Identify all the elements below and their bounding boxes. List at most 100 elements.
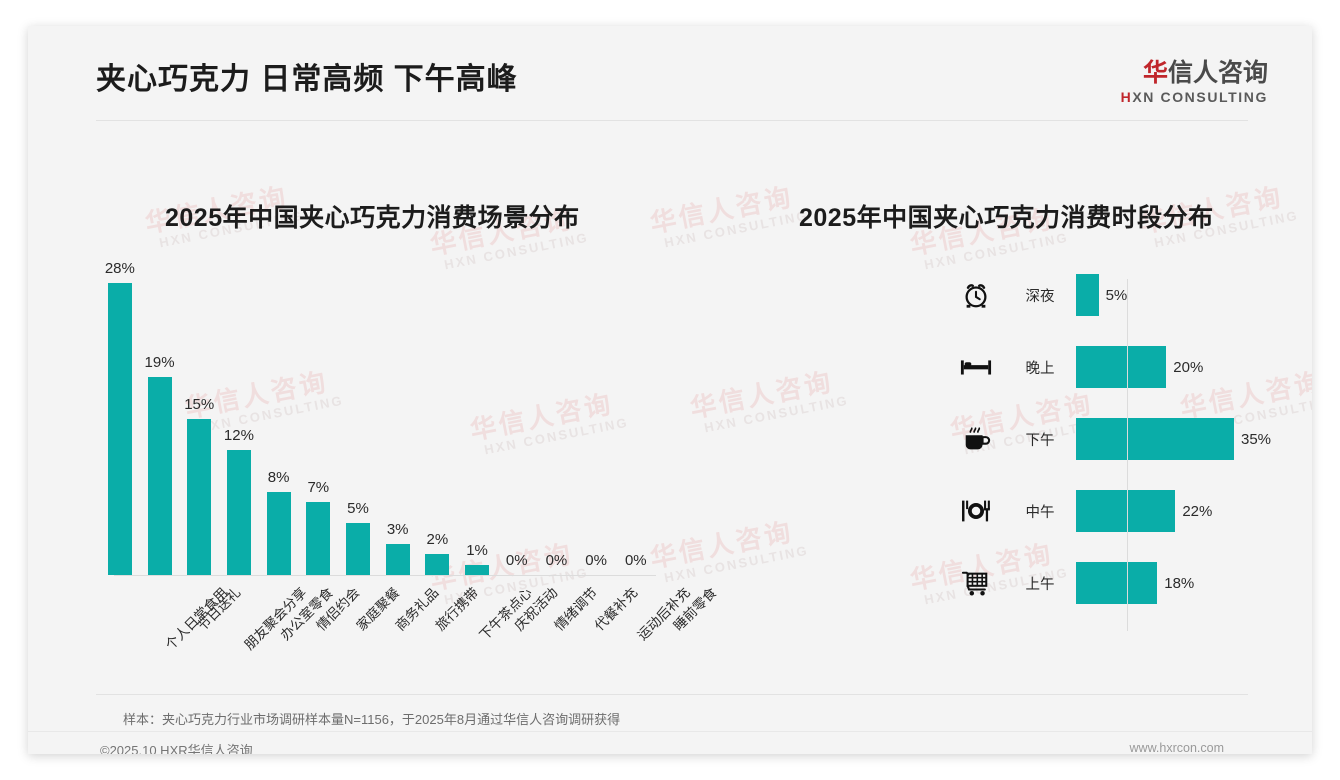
bar [107,282,132,575]
bar-row: 深夜 5% [948,271,1288,319]
bar-value-label: 18% [1164,574,1195,592]
bar [147,376,172,575]
bar [306,501,331,575]
right-chart-title: 2025年中国夹心巧克力消费时段分布 [799,204,1214,232]
bar-track: 18% [1076,559,1288,607]
coffee-cup-icon [948,424,1004,454]
bar [1076,274,1099,316]
bar-value-label: 5% [347,499,369,517]
bar-row: 中午 22% [948,487,1288,535]
shopping-cart-icon [948,569,1004,597]
bar-column: 12% [219,262,259,575]
bar-column: 7% [298,262,338,575]
watermark-en: HXN CONSULTING [663,207,811,251]
bar [385,543,410,575]
slide-header: 夹心巧克力 日常高频 下午高峰 华信人咨询 HXN CONSULTING [28,26,1312,122]
brand-logo-cn: 华信人咨询 [1121,60,1268,86]
bar [266,491,291,575]
bar [226,449,251,575]
bar-value-label: 3% [386,520,409,538]
bar-column: 2% [418,262,458,575]
brand-logo-en: HXN CONSULTING [1121,89,1268,105]
brand-logo-cn-accent: 华 [1142,59,1168,87]
bar-track: 5% [1076,271,1288,319]
bar-track: 22% [1076,487,1288,535]
bar [1076,418,1234,460]
brand-logo-en-mark: H [1120,89,1133,106]
vertical-bar-group: 28% 19% 15% 12% 8% 7% 5% 3% 2% 1% 0% 0% 0% 0% [100,259,656,575]
alarm-clock-icon [948,280,1004,310]
brand-logo: 华信人咨询 HXN CONSULTING [1121,60,1268,105]
x-axis-tick-label: 家庭聚餐 [353,584,402,634]
website-link[interactable]: www.hxrcon.com [1129,741,1224,754]
bar-column: 0% [537,262,577,575]
time-distribution-chart: 深夜 5% 晚上 20% 下午 35% 中午 22% 上午 18% [948,271,1288,641]
bar-value-label: 19% [144,353,175,371]
y-axis-tick-label: 深夜 [1025,288,1055,305]
y-axis-tick-label: 中午 [1025,504,1055,521]
bar-column: 8% [259,262,299,575]
footer-divider [96,694,1248,695]
x-axis-labels: 个人日常食用 节日送礼 朋友聚会分享 办公室零食 情侣约会 家庭聚餐 商务礼品 旅行携带 下午茶… [100,578,720,668]
x-axis-line [114,575,656,576]
watermark-cn: 华信人咨询 [647,181,796,239]
bar-column: 15% [179,262,219,575]
bar-value-label: 35% [1241,430,1272,448]
bar-value-label: 2% [426,531,449,549]
scene-distribution-chart: 28% 19% 15% 12% 8% 7% 5% 3% 2% 1% 0% 0% 0% 0% 个人日常食用节… [72,259,720,653]
bar-value-label: 22% [1182,502,1213,520]
bar-track: 20% [1076,343,1288,391]
page-title: 夹心巧克力 日常高频 下午高峰 [96,63,518,96]
bar-column: 0% [616,262,656,575]
footer-bar [28,731,1312,754]
bar-value-label: 7% [307,478,330,496]
x-axis-tick-label: 代餐补充 [591,584,641,634]
dining-plate-icon [948,497,1004,525]
bar-column: 5% [338,262,378,575]
y-axis-tick-label: 下午 [1025,432,1055,449]
left-chart-title: 2025年中国夹心巧克力消费场景分布 [165,204,580,232]
y-axis-line [1127,279,1128,631]
sample-note: 样本：夹心巧克力行业市场调研样本量N=1156，于2025年8月通过华信人咨询调… [123,712,621,727]
bar-value-label: 1% [466,541,488,559]
y-axis-tick-label: 晚上 [1025,360,1055,377]
watermark-en: HXN CONSULTING [663,542,811,586]
bar-column: 28% [100,259,140,575]
bar [1076,346,1167,388]
x-axis-tick-label: 商务礼品 [392,584,442,634]
brand-logo-cn-rest: 信人咨询 [1167,59,1268,87]
bar-value-label: 20% [1173,358,1204,376]
bar-track: 35% [1076,415,1288,463]
bar [1076,562,1158,604]
bar-value-label: 0% [505,552,528,569]
bar-value-label: 5% [1105,286,1128,304]
bar [1076,490,1176,532]
x-axis-tick-label: 旅行携带 [432,584,482,634]
bar-column: 0% [497,262,537,575]
bar-value-label: 0% [624,552,647,569]
bar-value-label: 12% [223,426,254,444]
bar-column: 0% [576,262,616,575]
bar-value-label: 15% [184,395,215,413]
y-axis-tick-label: 上午 [1025,576,1055,593]
bar-row: 下午 35% [948,415,1288,463]
slide-canvas: 华信人咨询 HXN CONSULTING 华信人咨询 HXN CONSULTING 华信… [28,26,1312,754]
x-axis-tick-label: 情绪调节 [551,584,601,634]
bar-value-label: 0% [585,552,607,569]
brand-logo-en-rest: XN CONSULTING [1132,89,1268,106]
bar-value-label: 0% [545,552,568,569]
watermark-cn: 华信人咨询 [687,366,836,424]
bar [187,418,212,575]
bar-value-label: 28% [104,259,135,277]
watermark-en: HXN CONSULTING [923,229,1071,273]
header-divider [96,120,1248,121]
bar-value-label: 8% [267,468,290,486]
watermark-en: HXN CONSULTING [703,392,851,436]
bar-row: 上午 18% [948,559,1288,607]
bar-column: 3% [378,262,418,575]
bar-column: 1% [457,262,497,575]
bed-icon [948,355,1004,379]
